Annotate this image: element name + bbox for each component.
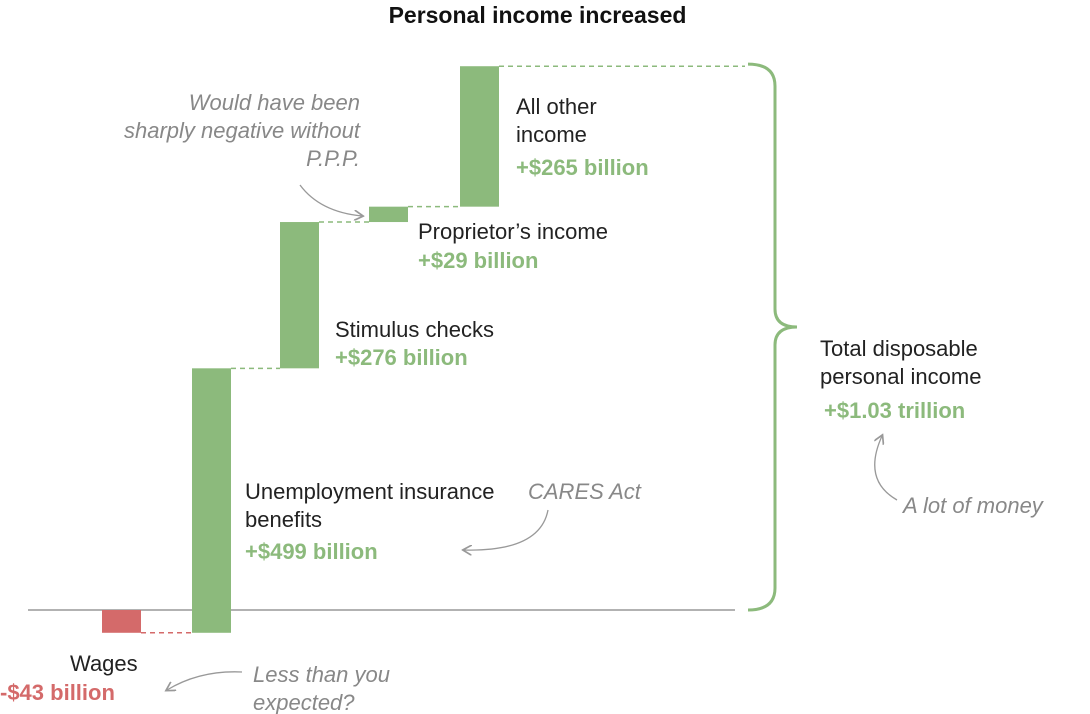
arrow bbox=[299, 184, 362, 216]
annotation: CARES Act bbox=[528, 479, 641, 504]
arrow bbox=[875, 436, 898, 501]
total-bracket bbox=[747, 62, 798, 612]
annotation: A lot of money bbox=[903, 493, 1043, 518]
value-label: +$29 billion bbox=[418, 248, 539, 273]
category-label: Proprietor’s income bbox=[418, 219, 608, 244]
annotation: Less than you expected? bbox=[253, 662, 390, 714]
chart-title: Personal income increased bbox=[388, 2, 687, 28]
bar bbox=[369, 206, 408, 223]
value-label: -$43 billion bbox=[0, 680, 115, 705]
arrow bbox=[464, 509, 549, 550]
value-label: +$499 billion bbox=[245, 539, 378, 564]
bar bbox=[280, 222, 319, 369]
category-label: Wages bbox=[70, 651, 138, 676]
annotation: Would have been sharply negative without… bbox=[123, 90, 360, 171]
bar bbox=[102, 610, 141, 633]
bar bbox=[460, 66, 499, 207]
category-label: Stimulus checks bbox=[335, 317, 494, 342]
total-label: Total disposable personal income bbox=[820, 336, 982, 389]
total-value-label: +$1.03 trillion bbox=[824, 398, 966, 423]
value-label: +$265 billion bbox=[516, 155, 649, 180]
arrow bbox=[167, 671, 243, 690]
category-label: All other income bbox=[516, 94, 597, 147]
value-label: +$276 billion bbox=[335, 345, 468, 370]
category-label: Unemployment insurance benefits bbox=[245, 479, 495, 532]
bar bbox=[192, 368, 231, 633]
